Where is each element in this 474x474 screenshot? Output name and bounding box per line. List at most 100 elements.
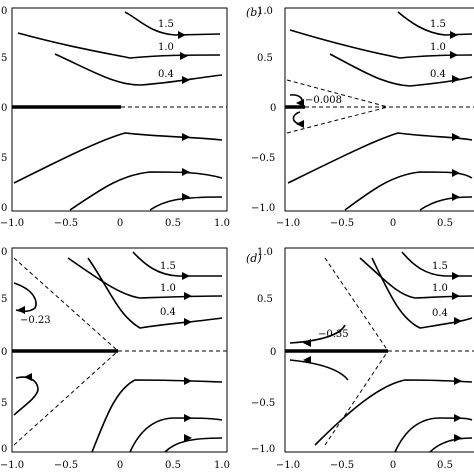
panel-c-ytick-3: 0 bbox=[1, 347, 7, 358]
panel-a-ytick-3: 0 bbox=[1, 103, 7, 114]
panel-b-curve-lower-3 bbox=[419, 196, 473, 211]
panel-c-arrow-6 bbox=[184, 434, 192, 442]
panel-d-label-0.4: 0.4 bbox=[432, 308, 448, 319]
panel-b: (b) −1.0 −0.5 0 0.5 1.0 0.5 0 −0.5 −1.0 bbox=[246, 6, 474, 229]
panel-b-arrow-5 bbox=[452, 169, 460, 177]
panel-c-arrow-neg-lower bbox=[24, 373, 32, 381]
panel-a-curve-lower-2 bbox=[69, 171, 223, 211]
panel-d-curve-neg-lower bbox=[289, 359, 349, 381]
panel-a-xtick-5: 1.0 bbox=[214, 218, 230, 229]
panel-c-label-1.5: 1.5 bbox=[160, 261, 176, 272]
panel-d-arrow-5 bbox=[454, 414, 462, 422]
panel-d-arrow-neg-upper bbox=[303, 339, 311, 347]
panel-b-ytick-1: 1.0 bbox=[257, 6, 273, 17]
panel-b-arrow-inner-upper bbox=[296, 99, 304, 107]
panel-b-arrow-3 bbox=[452, 75, 460, 83]
panel-d-arrow-neg-lower bbox=[303, 356, 311, 364]
panel-d-arrow-6 bbox=[454, 434, 462, 442]
panel-b-arrow-4 bbox=[452, 133, 460, 141]
panel-d-curve-lower-1 bbox=[314, 379, 473, 446]
panel-d-ytick-5: −1.0 bbox=[251, 444, 275, 455]
panel-d-label-neg: −0.35 bbox=[318, 329, 349, 340]
panel-a-label-1.0: 1.0 bbox=[158, 42, 174, 53]
panel-b-ytick-3: 0 bbox=[270, 103, 276, 114]
panel-b-arrow-inner-lower bbox=[296, 120, 304, 128]
panel-b-dashed-wedge-upper bbox=[286, 79, 389, 108]
panel-c-arrow-1 bbox=[182, 272, 190, 280]
panel-a-label-0.4: 0.4 bbox=[158, 69, 174, 80]
panel-d-ytick-4: −0.5 bbox=[251, 398, 275, 409]
panel-c-xtick-4: 0.5 bbox=[165, 460, 181, 471]
panel-c-ytick-4: 5 bbox=[1, 398, 7, 409]
panel-d-dashed-wedge-upper bbox=[324, 257, 389, 352]
panel-b-arrow-1 bbox=[450, 31, 458, 39]
panel-a: −1.0 −0.5 0 0.5 1.0 0 5 0 5 0 1.5 1.0 0.… bbox=[0, 6, 230, 229]
panel-d-curve-neg-upper bbox=[289, 324, 346, 344]
panel-c-arrow-4 bbox=[184, 377, 192, 385]
panel-a-curve-0.4 bbox=[54, 53, 223, 86]
panel-d-dashed-wedge-lower bbox=[324, 350, 389, 446]
panel-d-arrow-4 bbox=[454, 377, 462, 385]
panel-b-label-1.0: 1.0 bbox=[430, 42, 446, 53]
panel-b-dashed-wedge-lower bbox=[286, 106, 389, 134]
panel-c-dashed-wedge-upper bbox=[13, 257, 119, 352]
panel-d-ytick-3: 0 bbox=[270, 347, 276, 358]
panel-c-curve-1.0 bbox=[67, 257, 223, 299]
panel-a-arrow-1 bbox=[178, 31, 186, 39]
panel-d-curve-1.5 bbox=[401, 251, 472, 277]
panel-d-arrow-2 bbox=[452, 292, 460, 300]
panel-b-xtick-2: −0.5 bbox=[330, 218, 354, 229]
panel-a-arrow-5 bbox=[182, 168, 190, 176]
panel-b-arrow-2 bbox=[450, 51, 458, 59]
panel-c-curve-0.4 bbox=[87, 257, 223, 329]
panel-c-arrow-neg-upper bbox=[17, 306, 25, 314]
panel-c-dashed-wedge-lower bbox=[13, 350, 119, 446]
panel-b-frame bbox=[284, 7, 474, 212]
panel-b-ytick-4: −0.5 bbox=[251, 153, 275, 164]
panel-c-curve-neg-lower bbox=[13, 376, 39, 416]
panel-d-xtick-3: 0 bbox=[390, 460, 396, 471]
panel-c-curve-lower-1 bbox=[91, 379, 223, 453]
panel-a-curve-1.0 bbox=[17, 32, 221, 59]
panel-a-curve-lower-3 bbox=[149, 196, 223, 211]
panel-a-ytick-4: 5 bbox=[1, 153, 7, 164]
panel-b-curve-lower-2 bbox=[344, 171, 473, 211]
panel-d-label: (d) bbox=[246, 252, 262, 265]
panel-c-ytick-2: 5 bbox=[1, 294, 7, 305]
panel-b-label-1.5: 1.5 bbox=[430, 19, 446, 30]
panel-b-label-neg: −0.008 bbox=[305, 95, 342, 106]
panel-a-ytick-2: 5 bbox=[1, 53, 7, 64]
panel-a-xtick-2: −0.5 bbox=[54, 218, 78, 229]
panel-a-ytick-5: 0 bbox=[1, 203, 7, 214]
panel-d-xtick-1: −1.0 bbox=[276, 460, 300, 471]
panel-d-curve-lower-3 bbox=[429, 437, 473, 453]
panel-c-curve-1.5 bbox=[132, 251, 222, 277]
panel-c-xtick-2: −0.5 bbox=[54, 460, 78, 471]
panel-a-xtick-1: −1.0 bbox=[0, 218, 24, 229]
panel-c-ytick-1: 0 bbox=[1, 247, 7, 258]
panel-d-curve-0.4 bbox=[371, 257, 473, 329]
panel-c-xtick-3: 0 bbox=[117, 460, 123, 471]
panel-c-curve-lower-3 bbox=[164, 437, 223, 453]
panel-d-label-1.0: 1.0 bbox=[432, 283, 448, 294]
panel-c-xtick-5: 1.0 bbox=[214, 460, 230, 471]
panel-a-ytick-1: 0 bbox=[1, 6, 7, 17]
panel-b-curve-1.5 bbox=[397, 11, 473, 36]
panel-d-label-1.5: 1.5 bbox=[432, 261, 448, 272]
panel-c-arrow-2 bbox=[184, 292, 192, 300]
panel-c-ytick-5: 0 bbox=[1, 444, 7, 455]
panel-a-label-1.5: 1.5 bbox=[158, 19, 174, 30]
panel-c-label-neg: −0.23 bbox=[20, 315, 51, 326]
panel-b-xtick-1: −1.0 bbox=[276, 218, 300, 229]
panel-d-arrow-3 bbox=[454, 317, 462, 325]
panel-c-label-1.0: 1.0 bbox=[160, 283, 176, 294]
panel-b-label: (b) bbox=[246, 6, 262, 19]
panel-a-curve-1.5 bbox=[124, 11, 221, 36]
panel-d: (d) −1.0 −0.5 0 0.5 1.0 0.5 0 −0.5 −1.0 bbox=[246, 247, 474, 471]
panel-a-arrow-6 bbox=[182, 193, 190, 201]
panel-b-xtick-3: 0 bbox=[390, 218, 396, 229]
panel-b-arrow-6 bbox=[452, 193, 460, 201]
panel-a-xtick-4: 0.5 bbox=[165, 218, 181, 229]
panel-c-xtick-1: −1.0 bbox=[0, 460, 24, 471]
